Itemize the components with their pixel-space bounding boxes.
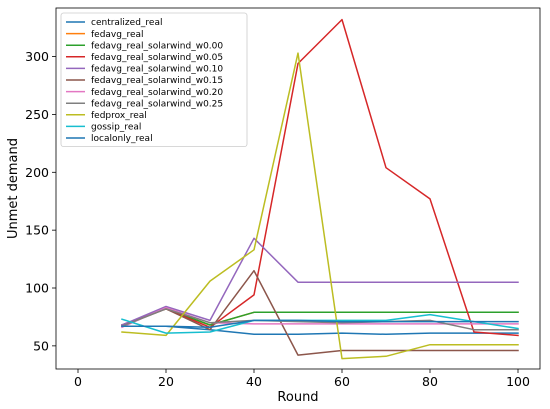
y-tick-label: 150	[25, 223, 49, 238]
legend: centralized_realfedavg_realfedavg_real_s…	[60, 12, 248, 148]
y-tick-label: 200	[25, 165, 49, 180]
series-line-fedavg_real_solarwind_w0.25	[121, 308, 519, 331]
series-line-fedprox_real	[121, 52, 519, 360]
series-layer	[121, 18, 519, 360]
legend-label: fedavg_real_solarwind_w0.10	[91, 65, 223, 75]
x-tick-label: 100	[506, 374, 530, 389]
y-tick-label: 100	[25, 281, 49, 296]
legend-label: fedavg_real_solarwind_w0.15	[91, 76, 223, 86]
y-tick-label: 50	[33, 338, 49, 353]
series-line-localonly_real	[121, 319, 519, 329]
series-line-fedavg_real_solarwind_w0.05	[121, 18, 519, 337]
legend-label: fedavg_real_solarwind_w0.20	[91, 88, 223, 98]
legend-box	[60, 12, 248, 148]
legend-label: fedprox_real	[91, 111, 147, 121]
legend-label: localonly_real	[91, 134, 153, 144]
legend-label: fedavg_real_solarwind_w0.05	[91, 53, 223, 63]
series-line-fedavg_real_solarwind_w0.15	[121, 269, 519, 356]
x-tick-label: 80	[422, 374, 438, 389]
x-tick-label: 20	[158, 374, 174, 389]
series-line-fedavg_real_solarwind_w0.10	[121, 237, 519, 326]
legend-label: gossip_real	[91, 123, 141, 133]
legend-label: fedavg_real_solarwind_w0.00	[91, 41, 223, 51]
y-axis-label: Unmet demand	[6, 138, 21, 239]
legend-label: centralized_real	[91, 18, 162, 28]
x-tick-label: 60	[334, 374, 350, 389]
x-tick-label: 40	[246, 374, 262, 389]
series-line-fedavg_real_solarwind_w0.00	[121, 308, 519, 326]
axes-layer: 0 20 40 60 80 100 50 100 150 200 250 300	[25, 49, 530, 389]
x-axis-label: Round	[277, 390, 318, 405]
x-tick-label: 0	[74, 374, 82, 389]
legend-label: fedavg_real	[91, 30, 144, 40]
legend-label: fedavg_real_solarwind_w0.25	[91, 99, 223, 109]
y-tick-label: 300	[25, 49, 49, 64]
y-tick-label: 250	[25, 107, 49, 122]
series-line-centralized_real	[121, 325, 519, 336]
plot-frame	[55, 7, 541, 370]
